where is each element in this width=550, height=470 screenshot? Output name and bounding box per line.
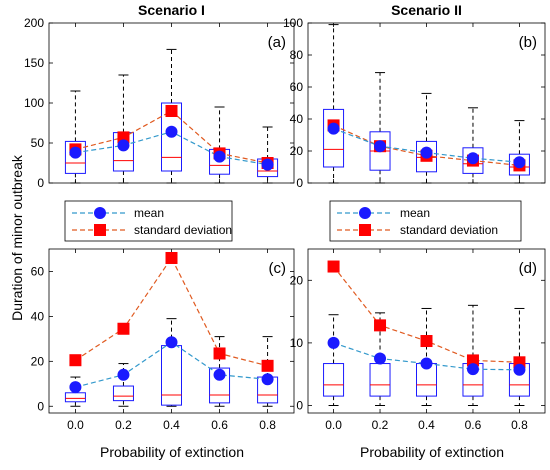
mean-point-c bbox=[261, 373, 274, 386]
xtick-label-d: 0.2 bbox=[372, 418, 389, 432]
mean-point-a bbox=[117, 139, 130, 152]
sd-point-d bbox=[466, 354, 479, 367]
mean-point-c bbox=[69, 381, 82, 394]
xtick-label-c: 0.0 bbox=[67, 418, 84, 432]
panel-label-b: (b) bbox=[519, 34, 537, 51]
mean-point-b bbox=[420, 146, 433, 159]
sd-point-c bbox=[213, 347, 226, 360]
sd-point-a bbox=[165, 105, 178, 117]
legend-left-mean-marker bbox=[94, 207, 106, 219]
xtick-label-d: 0.4 bbox=[418, 418, 435, 432]
xtick-label-c: 0.2 bbox=[115, 418, 132, 432]
ytick-label-b: 0 bbox=[296, 176, 303, 190]
ytick-label-d: 10 bbox=[290, 336, 304, 350]
ytick-label-c: 40 bbox=[31, 309, 45, 323]
panel-c: (c) 0 20 40 60 0.0 0.2 0.4 0.6 0.8 bbox=[31, 248, 295, 432]
mean-point-b bbox=[327, 122, 340, 135]
legend-right-sd-marker bbox=[359, 224, 371, 236]
mean-point-c bbox=[165, 336, 178, 349]
box-c bbox=[112, 385, 134, 402]
panel-title-b: Scenario II bbox=[391, 2, 462, 18]
ytick-label-b: 80 bbox=[290, 48, 304, 62]
mean-line-d bbox=[333, 342, 520, 371]
box-a bbox=[64, 140, 86, 174]
mean-point-b bbox=[466, 152, 479, 165]
figure-ylabel: Duration of minor outbreak bbox=[9, 154, 25, 321]
panel-a: Scenario I (a) 0 50 100 150 200 bbox=[24, 2, 295, 190]
mean-point-a bbox=[213, 150, 226, 163]
legend-left-mean-label: mean bbox=[134, 206, 164, 220]
ytick-label-c: 60 bbox=[31, 264, 45, 278]
mean-point-d bbox=[327, 336, 340, 349]
box-b bbox=[462, 147, 484, 174]
box-b bbox=[323, 108, 345, 168]
mean-point-c bbox=[213, 368, 226, 381]
box-b bbox=[508, 153, 530, 176]
panel-b: Scenario II (b) 0 20 40 60 80 100 bbox=[283, 2, 546, 190]
ytick-label-c: 20 bbox=[31, 354, 45, 368]
xtick-label-d: 0.8 bbox=[511, 418, 528, 432]
mean-point-d bbox=[513, 363, 526, 376]
sd-point-d bbox=[327, 260, 340, 273]
legend-left-sd-marker bbox=[94, 224, 106, 236]
figure-xlabel-right: Probability of extinction bbox=[360, 444, 504, 460]
panel-label-d: (d) bbox=[519, 260, 537, 277]
sd-point-d bbox=[420, 335, 433, 348]
mean-point-c bbox=[117, 368, 130, 381]
legend-right: mean standard deviation bbox=[329, 200, 522, 242]
mean-point-b bbox=[513, 156, 526, 169]
sd-point-c bbox=[165, 251, 178, 264]
mean-point-b bbox=[374, 140, 387, 153]
box-c bbox=[209, 367, 231, 404]
ytick-label-b: 100 bbox=[283, 16, 303, 30]
ytick-label-a: 150 bbox=[24, 56, 44, 70]
plot-area-d bbox=[307, 248, 546, 414]
panel-d: (d) 0 10 20 0.0 0.2 0.4 0.6 0.8 bbox=[290, 248, 546, 432]
ytick-label-d: 0 bbox=[296, 398, 303, 412]
box-d bbox=[323, 363, 345, 397]
mean-point-a bbox=[165, 125, 178, 138]
mean-point-d bbox=[374, 352, 387, 365]
legend-right-mean-label: mean bbox=[400, 206, 430, 220]
mean-point-a bbox=[69, 146, 82, 159]
sd-point-d bbox=[374, 319, 387, 332]
ytick-label-b: 60 bbox=[290, 80, 304, 94]
legend-left: mean standard deviation bbox=[64, 200, 233, 242]
xtick-label-c: 0.6 bbox=[211, 418, 228, 432]
xtick-label-d: 0.6 bbox=[465, 418, 482, 432]
legend-right-mean-marker bbox=[359, 207, 371, 219]
mean-point-a bbox=[261, 158, 274, 171]
sd-line-c bbox=[75, 256, 268, 367]
legend-left-box bbox=[64, 200, 233, 242]
panel-title-a: Scenario I bbox=[138, 2, 205, 18]
ytick-label-a: 200 bbox=[24, 16, 44, 30]
ytick-label-d: 20 bbox=[290, 273, 304, 287]
ytick-label-b: 40 bbox=[290, 112, 304, 126]
legend-left-sd-label: standard deviation bbox=[134, 223, 232, 237]
ytick-label-c: 0 bbox=[37, 399, 44, 413]
sd-point-c bbox=[69, 354, 82, 367]
legend-right-sd-label: standard deviation bbox=[400, 223, 498, 237]
panel-label-c: (c) bbox=[269, 260, 287, 277]
mean-point-d bbox=[420, 357, 433, 370]
mean-point-d bbox=[466, 363, 479, 376]
xtick-label-c: 0.4 bbox=[163, 418, 180, 432]
panel-label-a: (a) bbox=[268, 34, 286, 51]
sd-point-c bbox=[261, 359, 274, 372]
box-a bbox=[161, 102, 182, 172]
xtick-label-c: 0.8 bbox=[259, 418, 276, 432]
ytick-label-b: 20 bbox=[290, 144, 304, 158]
ytick-label-a: 100 bbox=[24, 96, 44, 110]
xtick-label-d: 0.0 bbox=[325, 418, 342, 432]
sd-point-c bbox=[117, 322, 130, 335]
ytick-label-a: 0 bbox=[37, 176, 44, 190]
figure-xlabel-left: Probability of extinction bbox=[100, 444, 244, 460]
ytick-label-a: 50 bbox=[31, 136, 45, 150]
